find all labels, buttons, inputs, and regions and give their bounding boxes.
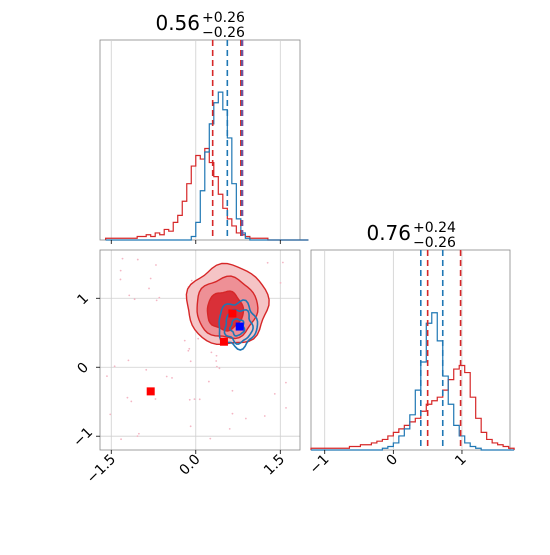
joint-marker-2: [228, 309, 237, 318]
panel-x1-quantile-lines: [211, 40, 244, 240]
joint-sample-point: [183, 339, 186, 342]
joint-sample-point: [281, 261, 284, 264]
joint-blue-contour-1: [223, 308, 254, 345]
x2-xtick-label-2: 1: [452, 452, 470, 470]
panel-x2-title-minus: −0.26: [413, 235, 456, 251]
joint-sample-point: [193, 398, 196, 401]
x2-xtick-label-1: 0: [384, 452, 402, 470]
joint-sample-point: [136, 435, 139, 438]
joint-ytick-label-2: 1: [74, 291, 92, 309]
panel-x2-quantile-lines: [419, 250, 462, 450]
joint-sample-point: [121, 257, 124, 260]
panel-x1-ticks: [110, 240, 281, 244]
x2-hist-series-0: [310, 364, 515, 450]
joint-sample-point: [145, 368, 148, 371]
panel-x2-marginal: −1 0 1 0.76 +0.24 −0.26: [307, 220, 515, 477]
joint-sample-point: [119, 278, 122, 281]
panel-x2-title-value: 0.76: [366, 221, 411, 245]
panel-joint: −1.5 0.0 1.5 −1 0 1: [70, 249, 301, 487]
joint-sample-point: [273, 392, 276, 395]
joint-sample-point: [128, 294, 131, 297]
joint-sample-point: [149, 277, 152, 280]
joint-sample-point: [189, 360, 192, 363]
joint-sample-point: [127, 359, 130, 362]
panel-x1-title-plus: +0.26: [202, 10, 245, 26]
joint-marker-0: [146, 387, 155, 396]
joint-sample-point: [188, 347, 191, 350]
joint-marker-1: [219, 337, 228, 346]
joint-red-contour-2: [206, 290, 245, 332]
joint-sample-point: [109, 413, 112, 416]
joint-sample-point: [228, 427, 231, 430]
joint-sample-point: [263, 415, 266, 417]
panel-joint-frame: [99, 249, 301, 451]
panel-x2-title-plus: +0.24: [413, 220, 456, 236]
x2-xtick-label-0: −1: [307, 452, 333, 478]
joint-sample-point: [171, 377, 173, 379]
joint-sample-point: [231, 412, 234, 415]
joint-sample-point: [154, 398, 157, 400]
joint-sample-point: [126, 396, 129, 399]
joint-sample-point: [165, 375, 168, 378]
joint-sample-point: [215, 365, 218, 368]
joint-xtick-label-1: 0.0: [177, 452, 204, 479]
x1-hist-series-0: [105, 147, 309, 241]
panel-x2-grid: [324, 250, 463, 450]
panel-x2-histograms: [310, 312, 515, 451]
panel-x2-ticks: −1 0 1: [307, 450, 470, 477]
joint-sample-point: [198, 398, 201, 401]
x2-hist-series-1: [311, 312, 515, 451]
joint-sample-point: [197, 337, 200, 340]
joint-sample-point: [215, 360, 218, 362]
joint-marker-3: [235, 322, 244, 331]
joint-sample-point: [130, 400, 133, 403]
joint-sample-point: [218, 367, 221, 370]
joint-sample-point: [209, 437, 212, 440]
x1-hist-series-1: [105, 91, 309, 241]
joint-sample-point: [120, 438, 122, 441]
joint-sample-point: [231, 389, 234, 392]
joint-sample-point: [190, 279, 193, 282]
joint-sample-point: [136, 258, 139, 261]
joint-blue-contour-0: [218, 299, 259, 351]
joint-sample-point: [210, 351, 213, 354]
joint-sample-point: [106, 375, 108, 378]
joint-xtick-label-0: −1.5: [84, 452, 119, 487]
joint-sample-point: [155, 264, 157, 266]
joint-sample-point: [266, 261, 269, 264]
panel-x1-frame: [99, 39, 301, 241]
joint-sample-point: [215, 354, 218, 357]
panel-x1-histograms: [105, 91, 309, 241]
panel-x1-grid: [110, 40, 281, 240]
joint-sample-point: [113, 365, 116, 368]
panel-joint-markers: [146, 309, 244, 396]
joint-blue-contour-2: [228, 318, 246, 337]
joint-sample-point: [244, 417, 247, 420]
joint-sample-point: [285, 406, 287, 409]
joint-sample-point: [137, 432, 140, 435]
panel-x2-frame: [310, 249, 511, 451]
joint-sample-point: [155, 299, 158, 302]
joint-sample-point: [119, 269, 122, 272]
joint-sample-point: [188, 398, 191, 401]
joint-ytick-label-1: 0: [74, 360, 92, 378]
joint-sample-point: [133, 298, 136, 301]
joint-sample-point: [285, 381, 287, 384]
joint-sample-point: [187, 349, 190, 352]
joint-sample-point: [279, 281, 282, 284]
panel-x1-title-value: 0.56: [155, 11, 200, 35]
joint-ytick-label-0: −1: [70, 424, 96, 450]
panel-x1-title-minus: −0.26: [202, 25, 245, 41]
panel-x1-marginal: 0.56 +0.26 −0.26: [99, 10, 309, 244]
joint-sample-point: [158, 296, 161, 299]
joint-sample-point: [189, 425, 192, 428]
panel-joint-blue-contours: [218, 299, 259, 351]
joint-sample-point: [207, 380, 210, 383]
joint-sample-point: [148, 287, 150, 290]
joint-xtick-label-2: 1.5: [261, 452, 288, 479]
